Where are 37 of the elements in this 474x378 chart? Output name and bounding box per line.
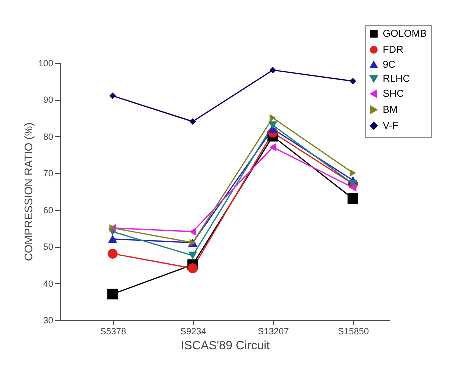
legend-label: RLHC (383, 74, 410, 85)
point (110, 92, 116, 100)
y-tick-label: 100 (38, 58, 54, 68)
point (189, 228, 196, 236)
x-tick-label: S15850 (338, 326, 370, 336)
legend-label: SHC (383, 89, 404, 100)
point (350, 78, 356, 85)
point (270, 67, 276, 74)
y-tick-label: 90 (43, 95, 54, 106)
y-tick-label: 70 (43, 168, 54, 179)
x-tick-label: S9234 (180, 326, 206, 336)
x-tick-label: S13207 (258, 326, 290, 336)
point (348, 194, 358, 204)
legend-label: GOLOMB (383, 29, 428, 40)
point (188, 252, 198, 260)
point (268, 122, 278, 130)
y-tick-label: 60 (43, 205, 54, 216)
point (108, 235, 118, 244)
point (108, 288, 118, 300)
x-axis-title: ISCAS'89 Circuit (181, 338, 271, 352)
point (350, 169, 356, 177)
legend-label: V-F (383, 121, 399, 132)
point (270, 143, 277, 152)
y-tick-label: 40 (43, 278, 54, 289)
legend-label: BM (383, 105, 398, 116)
point (188, 264, 198, 274)
y-axis-title: COMPRESSION RATIO (%) (23, 122, 36, 262)
legend-label: 9C (383, 60, 396, 71)
x-tick-label: S5378 (100, 326, 126, 336)
y-tick-label: 80 (43, 132, 54, 142)
legend-label: FDR (383, 45, 404, 56)
y-tick-label: 50 (43, 242, 54, 252)
y-tick-label: 30 (43, 316, 54, 326)
point (190, 118, 196, 125)
point (270, 114, 276, 122)
point (350, 184, 357, 192)
point (108, 248, 118, 259)
